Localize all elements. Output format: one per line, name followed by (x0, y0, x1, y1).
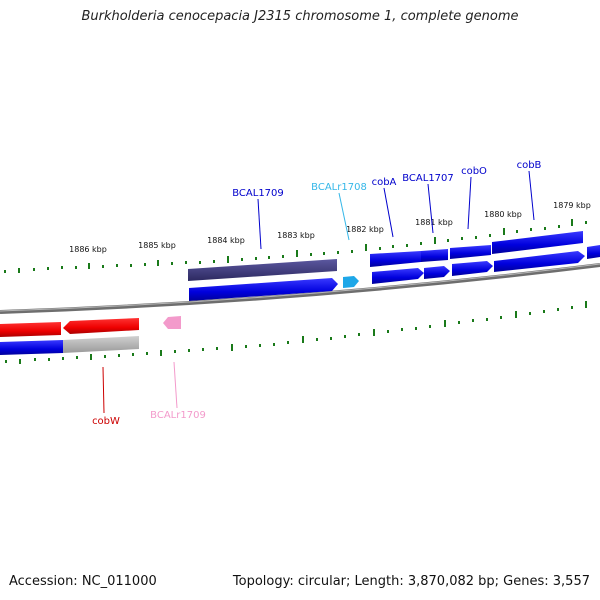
gene-feature-cobb-outer[interactable] (492, 231, 583, 254)
genome-backbone-highlight (0, 263, 600, 312)
lower-tick-ruler (5, 301, 587, 364)
gene-arrow-cobo[interactable] (452, 261, 493, 276)
gene-feature-coba-outer[interactable] (370, 251, 421, 267)
gene-arrow-bcalr1708[interactable] (343, 276, 359, 288)
gene-arrow-coba[interactable] (372, 268, 424, 284)
leader-line-cobo (467, 176, 472, 230)
tick-label-1886: 1886 kbp (69, 245, 107, 254)
genome-backbone (0, 263, 600, 314)
gene-arrow-reverse-left[interactable] (0, 322, 61, 337)
tick-label-1880: 1880 kbp (484, 210, 522, 219)
gene-arrow-bcalr1709[interactable] (163, 316, 181, 329)
leader-line-bcal1709 (257, 198, 262, 250)
tick-label-1883: 1883 kbp (277, 231, 315, 240)
tick-label-1881: 1881 kbp (415, 218, 453, 227)
gene-feature-bcal1709-outer[interactable] (188, 259, 337, 281)
gene-label-bcal1707[interactable]: BCAL1707 (402, 173, 454, 184)
gene-arrow-cobw[interactable] (63, 318, 139, 334)
gene-arrow-bcal1709[interactable] (189, 278, 338, 301)
gene-feature-edge-outer[interactable] (587, 245, 600, 259)
gene-label-bcal1709[interactable]: BCAL1709 (232, 188, 284, 199)
gene-feature-cobo-outer[interactable] (450, 245, 491, 259)
leader-line-coba (383, 187, 394, 238)
tick-label-1885: 1885 kbp (138, 241, 176, 250)
gene-label-bcalr1708[interactable]: BCALr1708 (311, 182, 367, 193)
leader-line-bcalr1708 (338, 192, 350, 241)
tick-label-1879: 1879 kbp (553, 201, 591, 210)
gene-feature-bcal1707-outer[interactable] (421, 249, 448, 262)
gene-label-coba[interactable]: cobA (372, 177, 397, 188)
upper-tick-ruler (4, 219, 587, 273)
gene-label-cobb[interactable]: cobB (517, 160, 542, 171)
gene-label-cobo[interactable]: cobO (461, 166, 487, 177)
gene-arrow-bcal1707[interactable] (424, 266, 450, 279)
leader-line-cobb (528, 170, 535, 221)
genome-summary-label: Topology: circular; Length: 3,870,082 bp… (232, 574, 590, 589)
gene-arrow-cobb[interactable] (494, 251, 585, 272)
gene-label-bcalr1709[interactable]: BCALr1709 (150, 410, 206, 421)
leader-line-cobw (102, 366, 105, 414)
accession-label: Accession: NC_011000 (9, 574, 157, 589)
map-title: Burkholderia cenocepacia J2315 chromosom… (81, 9, 519, 24)
tick-label-1884: 1884 kbp (207, 236, 245, 245)
leader-line-bcal1707 (427, 183, 434, 234)
gene-label-cobw[interactable]: cobW (92, 416, 120, 427)
leader-line-bcalr1709 (173, 361, 178, 409)
tick-label-1882: 1882 kbp (346, 225, 384, 234)
gene-feature-reverse-blue[interactable] (0, 340, 63, 355)
gene-feature-cobw-pseudo[interactable] (63, 336, 139, 353)
